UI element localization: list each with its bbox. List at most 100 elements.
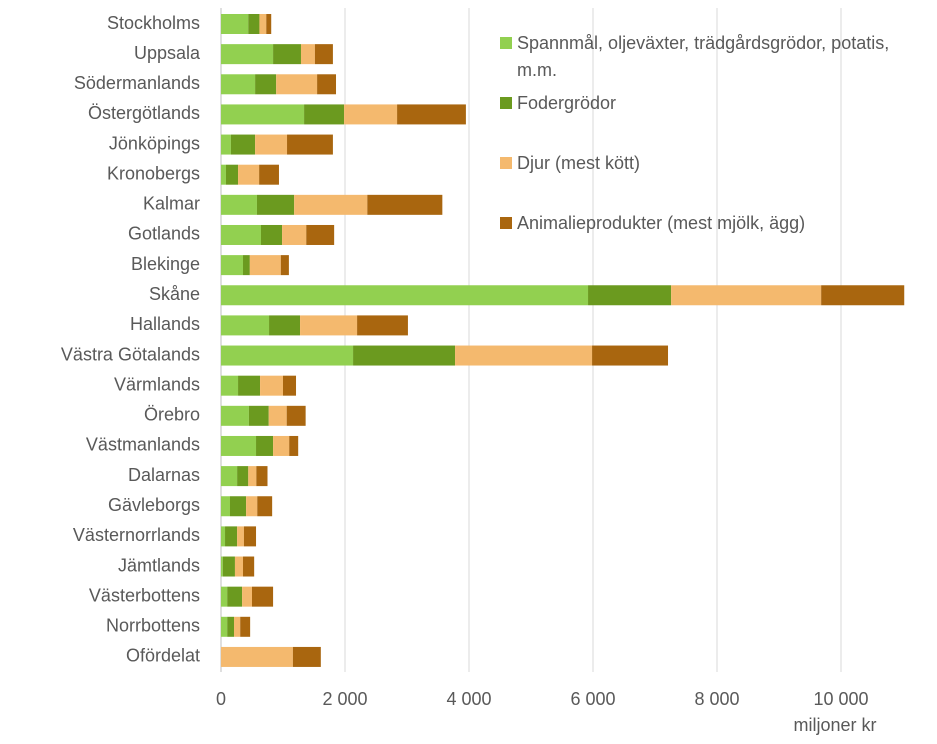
bar-segment [249, 255, 281, 276]
x-axis-label: miljoner kr [793, 715, 876, 735]
bar-segment [230, 134, 256, 155]
y-tick-label: Skåne [149, 284, 200, 304]
bar-segment [221, 586, 228, 607]
bar-segment [268, 405, 287, 426]
bar-segment [259, 14, 267, 34]
legend-entry: Fodergrödor [500, 90, 930, 117]
bar-segment [256, 435, 274, 456]
bar-segment [592, 345, 669, 366]
bar-segment [222, 556, 235, 577]
bar-segment [221, 285, 589, 306]
bar-segment [260, 224, 283, 245]
bar-segment [221, 345, 354, 366]
x-tick-label: 2 000 [322, 689, 367, 709]
bar-segment [255, 134, 288, 155]
bar-segment [344, 104, 398, 125]
bar-segment [357, 315, 408, 336]
bar-segment [221, 255, 244, 276]
legend-entry: Djur (mest kött) [500, 150, 930, 177]
bar-segment [455, 345, 593, 366]
bar-segment [225, 526, 238, 547]
bar-segment [317, 74, 337, 95]
y-tick-label: Västra Götalands [61, 344, 200, 364]
bar-segment [221, 164, 226, 185]
bar-segment [221, 496, 230, 517]
bar-segment [289, 435, 299, 456]
y-tick-label: Blekinge [131, 254, 200, 274]
bar-segment [280, 255, 289, 276]
bar-segment [237, 466, 249, 487]
bar-segment [221, 315, 270, 336]
y-tick-label: Dalarnas [128, 465, 200, 485]
bar-segment [246, 496, 258, 517]
bar-segment [229, 496, 247, 517]
legend-swatch [500, 97, 512, 109]
bar-segment [221, 405, 249, 426]
legend-label: Spannmål, oljeväxter, trädgårdsgrödor, p… [517, 33, 890, 80]
bar-segment [221, 134, 231, 155]
bar-segment [243, 255, 250, 276]
bar-segment [273, 44, 301, 65]
y-tick-label: Västmanlands [86, 435, 200, 455]
bar-segment [821, 285, 905, 306]
legend-label: Djur (mest kött) [517, 153, 641, 173]
bar-segment [238, 164, 260, 185]
bar-segment [234, 616, 241, 637]
legend-label: Animalieprodukter (mest mjölk, ägg) [517, 213, 806, 233]
y-tick-label: Jämtlands [118, 555, 200, 575]
x-tick-label: 6 000 [570, 689, 615, 709]
bar-segment [221, 104, 305, 125]
bar-segment [286, 405, 306, 426]
y-tick-label: Kronobergs [107, 163, 200, 183]
bar-segment [276, 74, 318, 95]
y-tick-label: Västerbottens [89, 585, 200, 605]
bar-segment [304, 104, 345, 125]
y-tick-label: Gotlands [128, 224, 200, 244]
bar-segment [248, 466, 257, 487]
legend-entry: Spannmål, oljeväxter, trädgårdsgrödor, p… [500, 30, 930, 84]
bar-segment [237, 526, 244, 547]
x-tick-label: 8 000 [694, 689, 739, 709]
bar-segment [255, 74, 277, 95]
bar-segment [283, 375, 297, 396]
x-tick-label: 0 [216, 689, 226, 709]
bar-segment [248, 14, 260, 34]
bar-segment [221, 74, 256, 95]
legend-swatch [500, 217, 512, 229]
bar-segment [300, 44, 315, 65]
bar-segment [221, 224, 261, 245]
legend-swatch [500, 37, 512, 49]
legend-label: Fodergrödor [517, 93, 617, 113]
bar-segment [256, 194, 295, 215]
bar-segment [221, 435, 257, 456]
y-tick-label: Örebro [144, 405, 200, 425]
bar-segment [240, 616, 251, 637]
bar-segment [227, 586, 243, 607]
bar-segment [252, 586, 274, 607]
bar-segment [287, 134, 333, 155]
bar-segment [306, 224, 335, 245]
y-tick-label: Södermanlands [74, 73, 200, 93]
bar-segment [273, 435, 290, 456]
bar-segment [243, 556, 255, 577]
bar-segment [221, 14, 249, 34]
bar-segment [256, 466, 268, 487]
y-tick-label: Norrbottens [106, 616, 200, 636]
bar-segment [221, 44, 274, 65]
bar-segment [221, 526, 226, 547]
bar-segment [221, 194, 257, 215]
bar-segment [248, 405, 269, 426]
bar-segment [221, 375, 239, 396]
y-tick-label: Hallands [130, 314, 200, 334]
legend-swatch [500, 157, 512, 169]
bar-segment [353, 345, 456, 366]
bar-segment [300, 315, 358, 336]
bar-segment [266, 14, 272, 34]
y-tick-label: Stockholms [107, 13, 200, 33]
bar-segment [367, 194, 443, 215]
bar-segment [260, 375, 283, 396]
bar-segment [221, 466, 238, 487]
bar-segment [671, 285, 822, 306]
